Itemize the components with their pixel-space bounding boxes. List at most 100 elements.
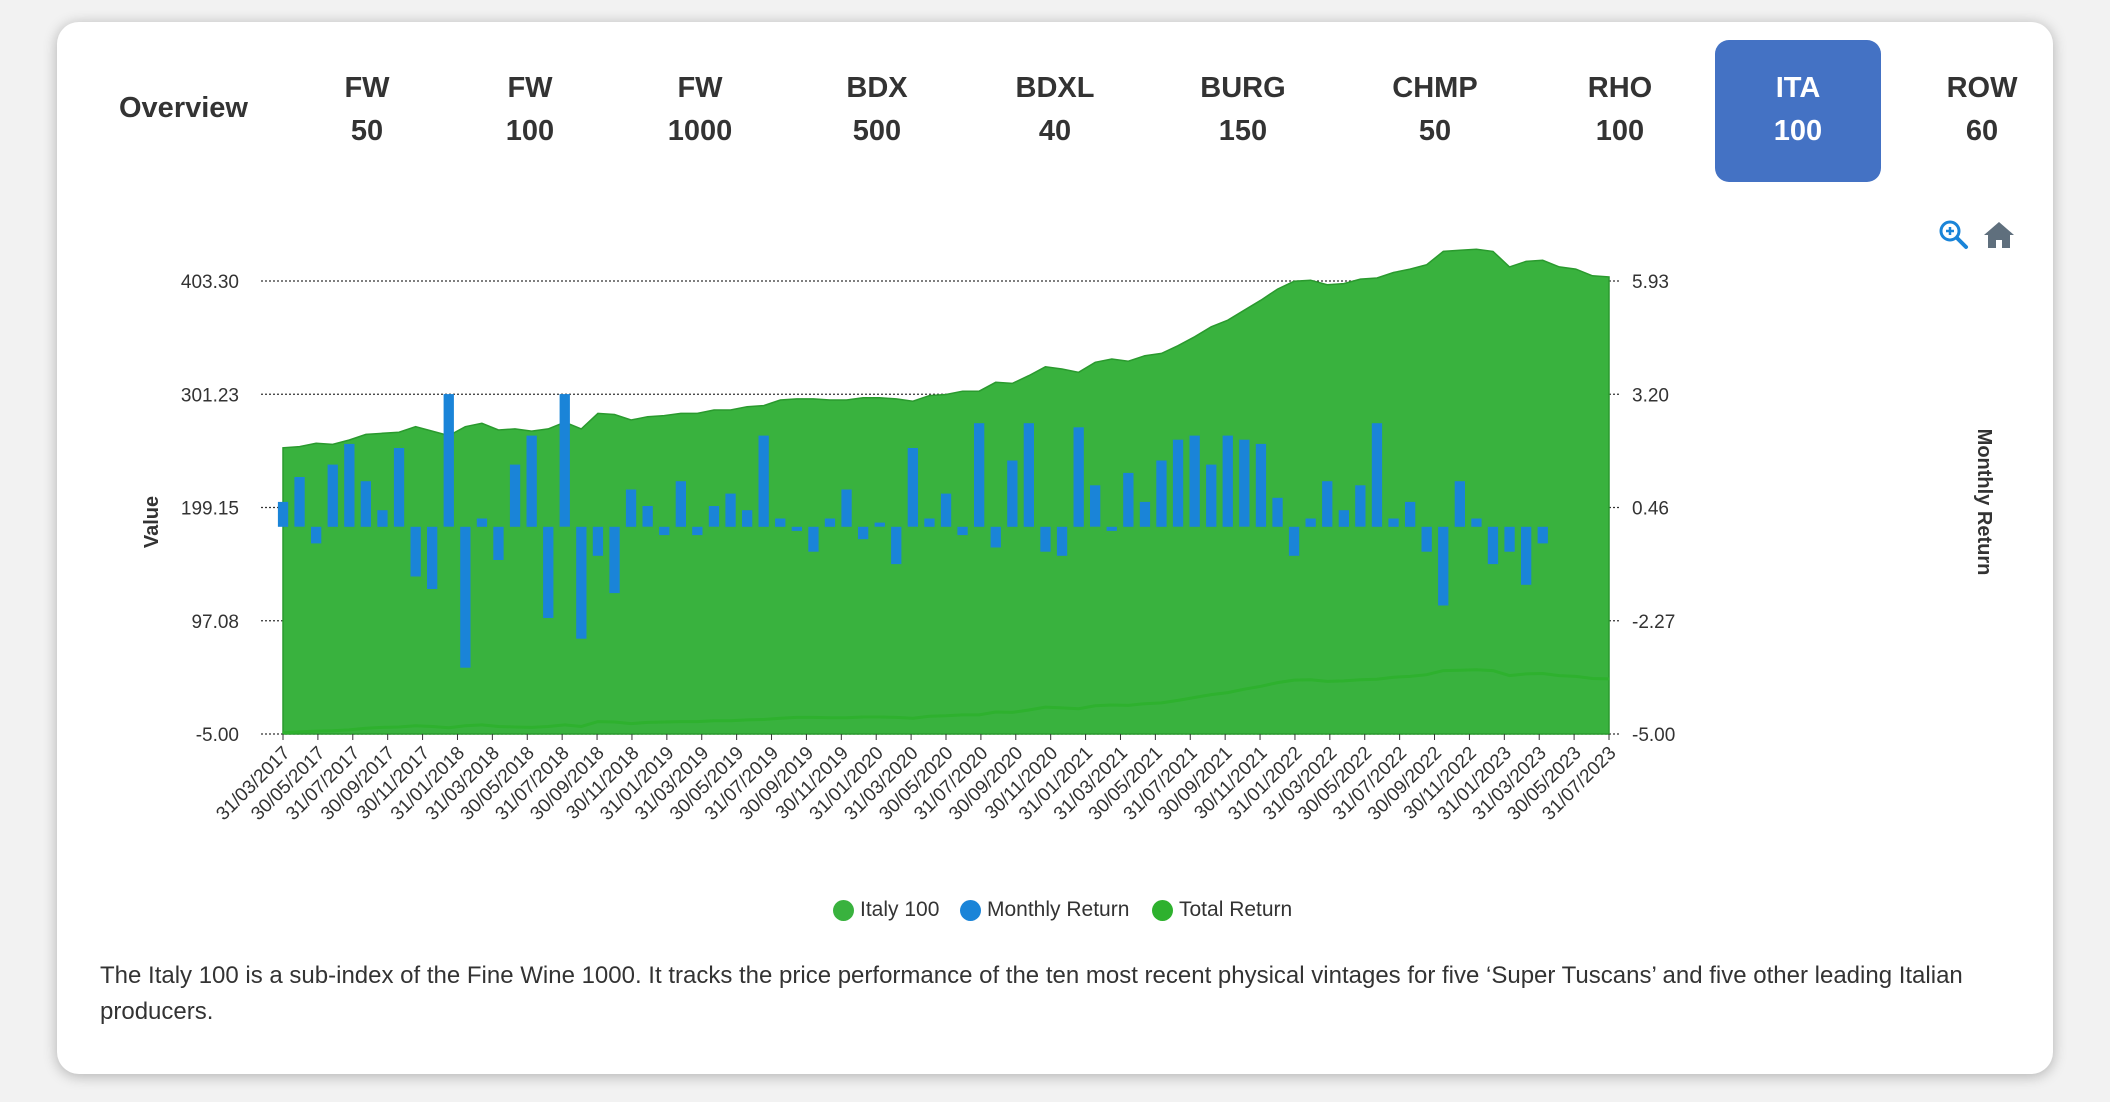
tab-line1: BURG [1200,72,1286,104]
bar-monthly-return [1156,460,1167,527]
y-left-tick-label: 199.15 [181,499,239,520]
tab-line1: RHO [1587,72,1653,104]
index-description: The Italy 100 is a sub-index of the Fine… [100,962,1963,1025]
legend-label: Italy 100 [860,898,940,921]
bar-monthly-return [427,526,438,589]
tab-burg-150[interactable]: BURG 150 [1175,40,1311,182]
tab-line1: ROW [1946,72,2018,104]
bar-monthly-return [708,506,720,527]
bar-monthly-return [1288,526,1300,556]
bar-monthly-return [1421,526,1432,552]
bar-monthly-return [1338,510,1349,527]
bar-monthly-return [410,526,421,577]
bar-monthly-return [1487,526,1499,565]
bar-monthly-return [327,464,338,527]
tab-chmp-50[interactable]: CHMP 50 [1367,40,1503,182]
tab-ita-100[interactable]: ITA 100 [1715,40,1881,182]
tab-line2: 150 [1218,115,1268,147]
bar-monthly-return [311,526,322,544]
zoom-in-icon[interactable] [1937,218,1969,255]
bar-monthly-return [1007,460,1018,527]
legend-marker [960,899,981,921]
bar-monthly-return [592,526,604,556]
bar-monthly-return [277,501,289,527]
y-left-tick-label: -5.00 [196,725,239,746]
bar-monthly-return [344,443,355,527]
legend-marker [1152,899,1173,921]
bar-monthly-return [858,526,869,540]
home-icon[interactable] [1983,220,2015,255]
tab-rho-100[interactable]: RHO 100 [1557,40,1683,182]
tab-fw-100[interactable]: FW 100 [471,40,589,182]
bar-monthly-return [791,526,802,531]
legend-marker [833,899,854,921]
bar-monthly-return [460,526,471,668]
bar-monthly-return [393,448,405,527]
y-axis-right-title: Monthly Return [1973,429,1995,576]
bar-monthly-return [1206,464,1217,527]
tab-line1: BDXL [1015,72,1095,104]
bar-monthly-return [742,510,753,527]
bar-monthly-return [692,526,703,536]
tab-line2: 500 [852,115,902,147]
tab-fw-50[interactable]: FW 50 [308,40,426,182]
tab-line2: 100 [505,115,555,147]
bar-monthly-return [1090,485,1101,527]
bar-monthly-return [940,493,952,527]
bar-monthly-return [1239,439,1250,527]
bar-monthly-return [1222,435,1233,527]
y-right-tick-label: 3.20 [1632,385,1669,406]
bar-monthly-return [642,506,653,527]
tab-bdxl-40[interactable]: BDXL 40 [990,40,1120,182]
tab-row-60[interactable]: ROW 60 [1927,40,2037,182]
bar-monthly-return [1371,423,1383,527]
y-left-tick-label: 403.30 [181,272,239,293]
y-left-tick-label: 301.23 [181,385,239,406]
bar-monthly-return [1355,485,1366,527]
bar-monthly-return [493,526,504,560]
bar-monthly-return [1189,435,1200,527]
legend-item-italy-100[interactable]: Italy 100 [833,898,939,922]
legend-label: Monthly Return [987,898,1130,921]
tab-line1: FW [507,72,553,104]
bar-monthly-return [1172,439,1184,527]
bar-monthly-return [1454,481,1465,527]
legend-item-monthly-return[interactable]: Monthly Return [960,898,1129,922]
legend-item-total-return[interactable]: Total Return [1152,898,1292,922]
tab-fw-1000[interactable]: FW 1000 [630,40,770,182]
tab-bdx-500[interactable]: BDX 500 [817,40,937,182]
tab-line1: CHMP [1392,72,1478,104]
bar-monthly-return [1405,501,1416,527]
y-right-tick-label: 0.46 [1632,499,1669,520]
bar-monthly-return [443,394,454,527]
series-area-italy-100 [282,248,1610,735]
tab-line2: 50 [350,115,384,147]
bar-monthly-return [1272,497,1283,527]
y-left-tick-label: 97.08 [191,612,239,633]
bar-monthly-return [725,493,736,527]
tab-line2: 100 [1595,115,1645,147]
y-right-tick-label: -5.00 [1632,725,1675,746]
bar-monthly-return [924,518,935,527]
tab-line1: FW [344,72,390,104]
y-axis-left-title: Value [141,496,163,548]
bar-monthly-return [808,526,819,552]
bar-monthly-return [675,481,686,527]
tab-line2: 1000 [667,115,733,147]
bar-monthly-return [1504,526,1515,552]
bar-monthly-return [758,435,769,527]
tab-line2: 40 [1038,115,1072,147]
chart-area: 403.30 5.93 301.23 3.20 199.15 0.46 97.08 -2.27… [141,248,1995,825]
bar-monthly-return [1073,427,1084,527]
bar-monthly-return [1305,518,1316,527]
bar-monthly-return [1255,443,1267,527]
bar-monthly-return [509,464,521,527]
bar-monthly-return [576,526,587,639]
bar-monthly-return [1438,526,1449,606]
tab-line2: 60 [1965,115,1999,147]
bar-monthly-return [1471,518,1482,527]
bar-monthly-return [609,526,620,594]
bar-monthly-return [476,518,488,527]
bar-monthly-return [360,481,371,527]
bar-monthly-return [1123,472,1134,527]
